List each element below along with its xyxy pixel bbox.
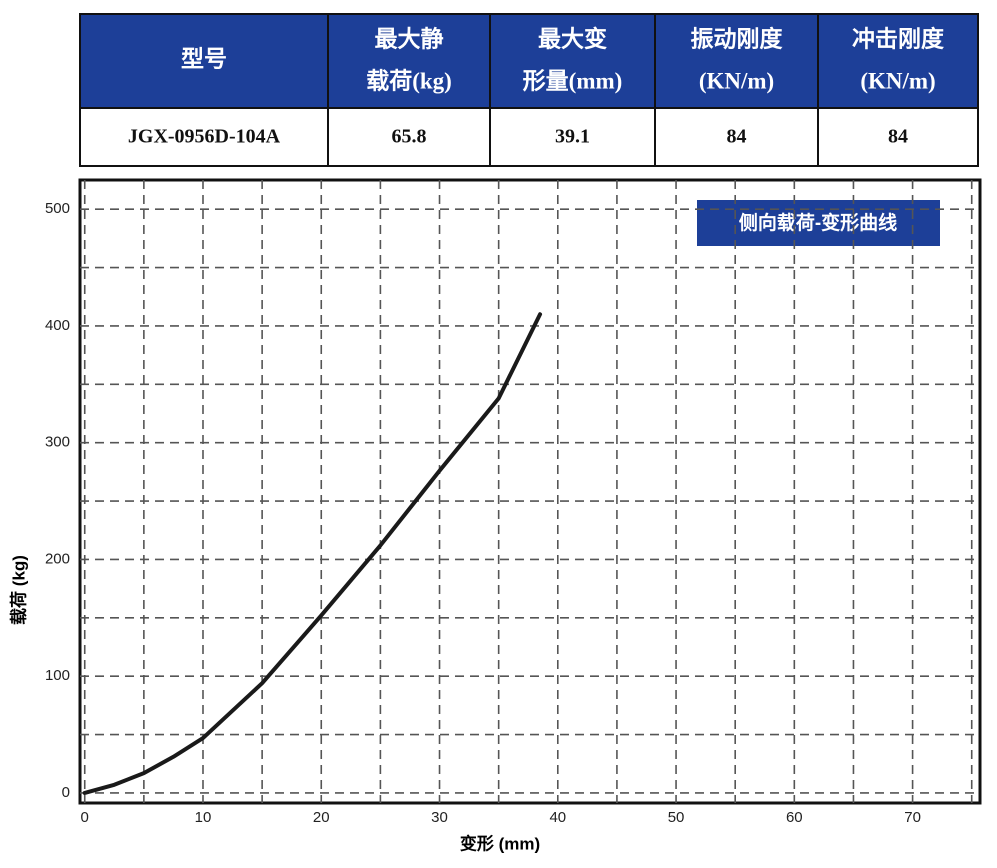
table-cell: 84: [888, 126, 908, 148]
table-header-cell: 形量(mm): [523, 68, 623, 93]
y-tick-label: 200: [45, 550, 70, 567]
data-line: [82, 312, 543, 795]
y-tick-label: 100: [45, 667, 70, 684]
x-tick-label: 70: [904, 809, 921, 826]
table-header-cell: 最大静: [375, 25, 444, 51]
x-tick-label: 30: [431, 809, 448, 826]
table-border: [79, 13, 979, 167]
table-cell: 65.8: [392, 126, 427, 148]
table-header-cell: (KN/m): [699, 68, 774, 93]
y-axis-label: 载荷 (kg): [8, 555, 28, 625]
y-tick-label: 0: [62, 784, 70, 801]
y-tick-label: 500: [45, 200, 70, 217]
table-header-cell: 载荷(kg): [366, 68, 452, 93]
table-cell: JGX-0956D-104A: [128, 126, 281, 148]
x-tick-label: 60: [786, 809, 803, 826]
y-tick-label: 300: [45, 434, 70, 451]
plot-frame: [78, 178, 982, 805]
x-tick-label: 20: [313, 809, 330, 826]
table-cell: 39.1: [555, 126, 590, 148]
table-header-cell: (KN/m): [860, 68, 935, 93]
x-tick-label: 40: [549, 809, 566, 826]
table-header-cell: 型号: [181, 46, 227, 71]
table-header-cell: 振动刚度: [691, 25, 784, 51]
y-tick-label: 400: [45, 317, 70, 334]
table-header-cell: 最大变: [538, 25, 607, 51]
title-box: [697, 200, 940, 246]
table-header-bg: [80, 14, 978, 108]
x-axis-label: 变形 (mm): [460, 833, 540, 853]
table-header-cell: 冲击刚度: [852, 25, 945, 51]
x-tick-label: 50: [668, 809, 685, 826]
table-cell: 84: [727, 126, 747, 148]
x-tick-label: 10: [195, 809, 212, 826]
x-tick-label: 0: [81, 809, 89, 826]
chart-title: 侧向载荷-变形曲线: [739, 211, 897, 234]
